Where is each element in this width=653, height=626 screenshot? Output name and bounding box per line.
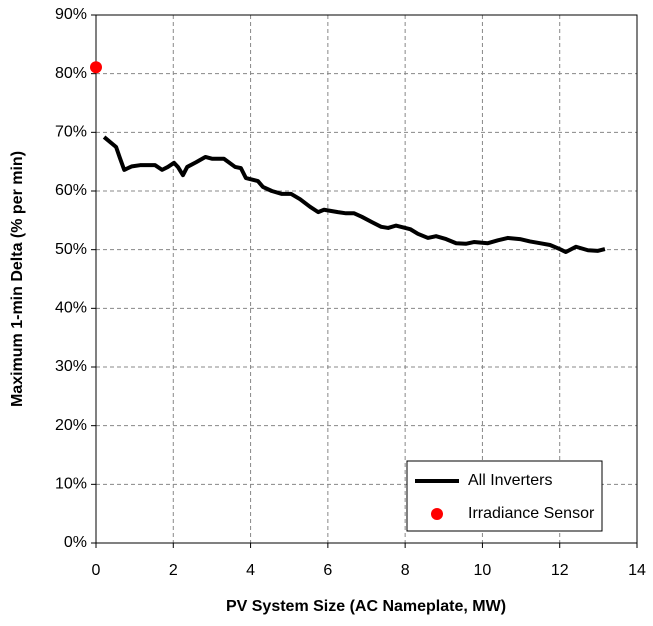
plot-frame xyxy=(95,14,638,544)
legend-label: All Inverters xyxy=(468,472,552,489)
x-tick-label: 4 xyxy=(246,562,255,579)
y-tick-label: 50% xyxy=(55,241,87,258)
y-tick-label: 0% xyxy=(64,534,87,551)
x-tick-label: 0 xyxy=(92,562,101,579)
y-tick-label: 30% xyxy=(55,358,87,375)
y-tick-label: 40% xyxy=(55,300,87,317)
x-tick-label: 12 xyxy=(551,562,569,579)
legend-swatch xyxy=(431,508,443,520)
y-tick-label: 90% xyxy=(55,6,87,23)
x-tick-label: 6 xyxy=(323,562,332,579)
y-tick-label: 60% xyxy=(55,182,87,199)
x-tick-label: 10 xyxy=(474,562,492,579)
y-tick-label: 20% xyxy=(55,417,87,434)
y-tick-label: 70% xyxy=(55,124,87,141)
legend-label: Irradiance Sensor xyxy=(468,505,595,522)
x-tick-label: 2 xyxy=(169,562,178,579)
data-point xyxy=(90,61,102,74)
x-tick-label: 14 xyxy=(628,562,646,579)
data-line xyxy=(102,135,606,255)
y-tick-label: 80% xyxy=(55,65,87,82)
x-tick-label: 8 xyxy=(401,562,410,579)
x-axis-label: PV System Size (AC Nameplate, MW) xyxy=(226,598,506,615)
y-axis-label: Maximum 1-min Delta (% per min) xyxy=(9,151,26,407)
y-tick-label: 10% xyxy=(55,476,87,493)
